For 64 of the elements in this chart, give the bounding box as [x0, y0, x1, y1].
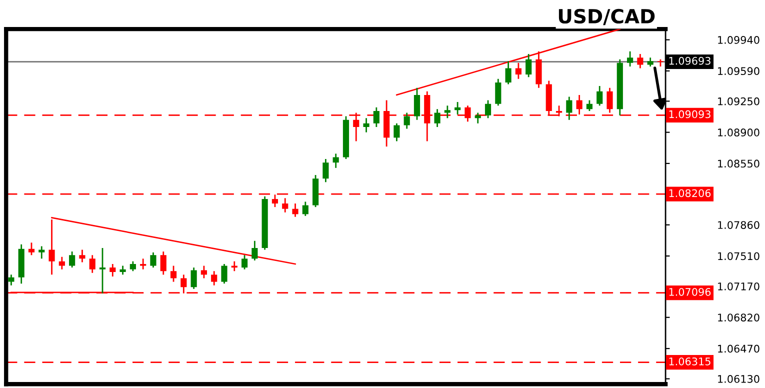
y-tick-label: 1.07510: [718, 252, 760, 260]
candlestick: [576, 94, 582, 116]
y-tick-label: 1.09940: [718, 36, 760, 44]
candlestick: [414, 87, 420, 121]
chart-title: USD/CAD: [558, 8, 655, 26]
candlestick: [99, 247, 106, 294]
candlestick: [160, 250, 166, 276]
candlestick: [404, 112, 410, 130]
y-tick-label: 1.06470: [718, 344, 760, 353]
candlestick: [454, 101, 461, 116]
candlestick: [484, 100, 492, 119]
candlestick: [394, 122, 400, 142]
y-tick-label: 1.08550: [718, 160, 760, 168]
candlestick: [363, 117, 370, 134]
candlestick: [8, 274, 14, 286]
candlestick: [38, 246, 45, 260]
candlestick: [332, 152, 339, 169]
candlestick: [200, 265, 207, 279]
candlestick: [434, 108, 440, 128]
candlestick: [322, 158, 329, 183]
candlestick: [474, 112, 481, 124]
candlestick: [252, 240, 258, 262]
candlestick: [292, 202, 298, 218]
candlestick: [505, 60, 512, 85]
y-tick-label: 1.09590: [718, 67, 760, 76]
candlestick: [302, 201, 308, 217]
y-tick-label: 1.06130: [718, 375, 760, 383]
candlestick: [373, 106, 380, 128]
candlestick: [515, 62, 522, 80]
candlestick: [110, 263, 116, 278]
ref-line-label: 1.07096: [669, 288, 711, 296]
candlestick: [586, 100, 593, 112]
candlestick: [79, 249, 86, 263]
candlestick: [140, 258, 146, 270]
ref-line-label: 1.09093: [669, 110, 710, 118]
candlestick: [241, 254, 248, 270]
y-tick-label: 1.08900: [718, 128, 760, 136]
candlestick: [190, 266, 197, 290]
candlestick: [150, 252, 156, 268]
candlestick: [596, 85, 603, 106]
candlestick: [28, 242, 35, 256]
candlestick: [566, 96, 572, 121]
ref-line-label: 1.09693: [669, 56, 710, 65]
candlestick: [69, 250, 76, 268]
candlestick: [282, 197, 288, 214]
ref-line-label: 1.08206: [669, 189, 711, 198]
y-tick-label: 1.07860: [718, 221, 760, 229]
candlestick: [130, 260, 136, 272]
candlestick: [180, 274, 187, 294]
y-tick-label: 1.06820: [718, 314, 760, 322]
y-tick-label: 1.07170: [718, 282, 760, 290]
candlestick: [495, 78, 502, 106]
candlestick: [444, 104, 450, 119]
candlestick: [526, 53, 532, 78]
y-tick-label: 1.09250: [718, 97, 760, 106]
candlestick: [89, 254, 96, 274]
candlestick: [170, 265, 177, 282]
candlestick: [627, 50, 634, 68]
candlestick: [606, 87, 613, 114]
candlestick: [211, 270, 218, 286]
ref-line-label: 1.06315: [669, 357, 710, 366]
candlestick: [637, 53, 644, 69]
candlestick: [58, 256, 65, 270]
candlestick: [221, 263, 228, 284]
